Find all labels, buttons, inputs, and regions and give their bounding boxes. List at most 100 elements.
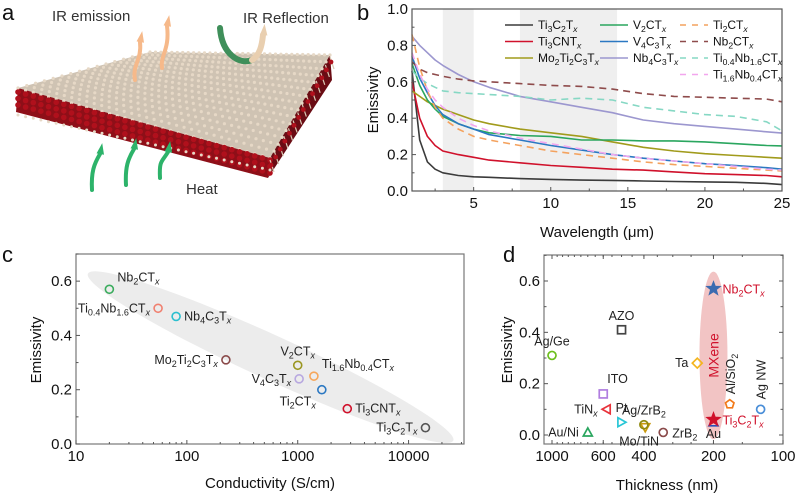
surface-atom [306, 53, 310, 57]
metal-atom [145, 130, 151, 137]
surface-atom [268, 63, 272, 68]
surface-atom [213, 113, 218, 117]
point-label-Ag/ZrB2: Ag/ZrB2 [622, 404, 666, 420]
data-point-Ta [691, 357, 704, 370]
metal-atom [15, 102, 21, 108]
metal-atom [53, 106, 59, 112]
surface-atom [171, 57, 175, 61]
metal-atom [61, 101, 67, 108]
surface-atom [177, 76, 182, 80]
x-tick-label: 200 [701, 448, 726, 465]
data-point-Al/SiO2 [724, 398, 735, 409]
data-point-Ag/ZrB2 [639, 419, 649, 430]
surface-atom [109, 79, 113, 84]
surface-atom [164, 79, 168, 83]
surface-atom [263, 69, 267, 73]
surface-atom [264, 147, 269, 151]
surface-atom [197, 129, 201, 133]
point-label-V4C3Tx: V4C3Tx [252, 372, 292, 388]
panel-b-ylabel: Emissivity [365, 66, 382, 133]
panel-c-ylabel: Emissivity [28, 316, 45, 383]
surface-atom [251, 128, 255, 133]
surface-atom [107, 105, 111, 109]
surface-atom [130, 83, 134, 87]
y-tick-label: 0.0 [51, 436, 72, 453]
surface-atom [192, 108, 196, 112]
surface-atom [316, 74, 320, 78]
metal-atom [160, 141, 166, 147]
data-point-Ti3C2Tx [420, 422, 431, 433]
x-tick-label: 10 [68, 448, 85, 465]
surface-atom [77, 97, 81, 102]
surface-atom [266, 132, 270, 136]
data-point-V2CTx [292, 360, 303, 371]
surface-atom [54, 121, 58, 125]
surface-atom [129, 88, 133, 92]
surface-atom [258, 75, 262, 79]
surface-atom [207, 155, 211, 159]
surface-atom [86, 84, 91, 88]
surface-atom [285, 65, 290, 69]
surface-atom [25, 84, 29, 88]
surface-atom [153, 68, 158, 72]
surface-atom [293, 100, 298, 104]
surface-atom [290, 58, 294, 63]
surface-atom [255, 94, 259, 98]
point-label-Nb4C3Tx: Nb4C3Tx [184, 309, 232, 325]
surface-atom [39, 92, 43, 96]
metal-atom [129, 126, 136, 133]
surface-atom [144, 109, 148, 113]
surface-atom [276, 104, 280, 108]
point-label-ZrB2: ZrB2 [672, 426, 697, 442]
surface-atom [269, 140, 273, 144]
surface-atom [261, 139, 265, 143]
metal-atom [99, 124, 105, 131]
surface-atom [164, 102, 168, 106]
surface-atom [171, 75, 175, 79]
surface-atom [190, 83, 194, 87]
surface-atom [131, 61, 135, 66]
surface-atom [205, 59, 209, 64]
surface-atom [79, 83, 83, 87]
surface-atom [253, 114, 258, 118]
surface-atom [88, 80, 92, 84]
x-tick-label: 1000 [281, 448, 314, 465]
surface-atom [233, 110, 237, 114]
metal-atom [259, 168, 266, 174]
metal-atom [15, 89, 21, 95]
surface-atom [267, 117, 271, 121]
surface-atom [31, 90, 35, 94]
metal-atom [83, 114, 90, 120]
surface-atom [184, 150, 188, 154]
surface-atom [146, 72, 150, 76]
metal-atom [129, 133, 136, 139]
surface-atom [123, 82, 127, 86]
surface-atom [158, 78, 162, 82]
surface-atom [57, 82, 61, 86]
surface-atom [228, 77, 232, 81]
surface-atom [69, 101, 74, 105]
panel-d-points: Au Ag/Ge AZO ITO TiNx Pt Au/Ni Mo/TiN Ag/ZrB2 ZrB… [534, 280, 769, 448]
surface-atom [144, 81, 148, 85]
surface-atom [216, 88, 220, 92]
metal-atom [160, 128, 166, 134]
surface-atom [165, 57, 169, 61]
surface-atom [285, 58, 289, 62]
surface-atom [275, 70, 279, 74]
surface-atom [185, 67, 189, 71]
surface-atom [104, 62, 108, 66]
surface-atom [85, 128, 89, 132]
data-point-AZO [616, 324, 627, 335]
surface-atom [71, 86, 75, 90]
surface-atom [157, 94, 161, 98]
surface-atom [272, 149, 276, 153]
surface-atom [203, 69, 207, 73]
metal-atom [152, 139, 159, 145]
surface-atom [251, 68, 255, 72]
surface-atom [122, 64, 127, 68]
surface-atom [203, 74, 207, 78]
metal-atom [91, 109, 98, 116]
surface-atom [111, 75, 115, 79]
surface-atom [196, 79, 200, 83]
y-tick-label: 0.6 [387, 74, 408, 91]
